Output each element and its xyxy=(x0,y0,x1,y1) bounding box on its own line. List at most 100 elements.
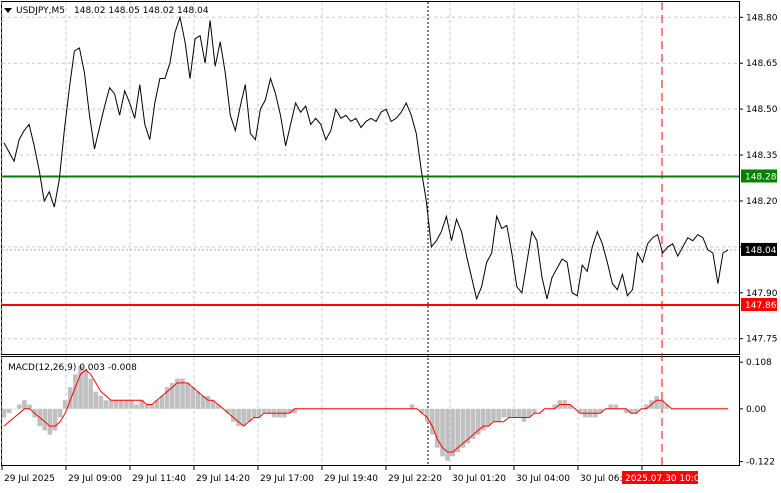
y-tick-label: 147.75 xyxy=(746,335,778,345)
y-tick-label: 0.00 xyxy=(746,405,766,415)
macd-bar xyxy=(6,408,12,414)
triangle-down-icon[interactable] xyxy=(4,8,12,13)
x-tick-label: 30 Jul 06:40 xyxy=(580,474,634,484)
macd-bar xyxy=(501,408,506,418)
macd-bar xyxy=(124,400,129,409)
level-price-box xyxy=(741,169,777,183)
macd-bar xyxy=(475,408,481,435)
macd-bar xyxy=(532,408,537,414)
y-tick-label: -0.122 xyxy=(746,458,775,468)
macd-bar xyxy=(175,378,180,409)
macd-bar xyxy=(27,404,32,409)
macd-bar xyxy=(292,408,297,414)
macd-bar xyxy=(170,382,175,409)
current-price-label: 148.04 xyxy=(745,246,777,256)
macd-bar xyxy=(521,408,527,422)
macd-bar xyxy=(633,408,639,414)
macd-bar xyxy=(83,370,88,409)
macd-bar xyxy=(11,408,17,410)
macd-bar xyxy=(103,400,109,409)
macd-bar xyxy=(215,404,221,409)
macd-bar xyxy=(256,408,262,418)
macd-bar xyxy=(1,408,7,418)
y-tick-label: 147.90 xyxy=(746,289,778,299)
macd-bar xyxy=(98,395,104,409)
macd-bar xyxy=(57,408,63,418)
macd-bar xyxy=(190,387,195,409)
macd-bar xyxy=(460,408,466,448)
macd-bar xyxy=(537,408,542,410)
y-tick-label: 148.65 xyxy=(746,59,778,69)
current-price-box xyxy=(741,242,777,256)
y-tick-label: 148.20 xyxy=(746,197,778,207)
x-tick-label: 29 Jul 19:40 xyxy=(324,474,378,484)
macd-bar xyxy=(440,408,445,457)
macd-bar xyxy=(78,365,83,409)
macd-bar xyxy=(68,387,73,409)
macd-title: MACD(12,26,9) 0.003 -0.008 xyxy=(8,363,137,373)
macd-bar xyxy=(144,404,150,409)
macd-signal-line xyxy=(3,369,728,453)
macd-bar xyxy=(664,404,670,409)
macd-bar xyxy=(516,408,522,418)
level-price-label: 147.86 xyxy=(745,301,777,311)
grid-main xyxy=(1,2,739,354)
macd-bar xyxy=(47,408,53,435)
macd-bar xyxy=(210,400,216,409)
x-tick-label: 29 Jul 14:20 xyxy=(196,474,250,484)
macd-bar xyxy=(506,408,512,418)
macd-bar xyxy=(435,408,440,448)
macd-bar xyxy=(445,408,450,461)
symbol-label: USDJPY,M5 xyxy=(16,6,65,16)
macd-bar xyxy=(159,395,165,409)
macd-bar xyxy=(231,408,236,422)
macd-bar xyxy=(52,408,58,431)
x-tick-label: 29 Jul 11:40 xyxy=(132,474,186,484)
macd-bar xyxy=(430,408,435,435)
macd-bar xyxy=(496,408,501,422)
x-tick-label: 29 Jul 17:00 xyxy=(260,474,314,484)
macd-bar xyxy=(93,391,99,409)
macd-bar xyxy=(134,404,139,409)
macd-bar xyxy=(119,400,124,409)
macd-bar xyxy=(17,404,22,409)
macd-bar xyxy=(149,404,155,409)
x-tick-label: 29 Jul 09:00 xyxy=(68,474,122,484)
macd-bar xyxy=(200,395,206,409)
macd-bar xyxy=(455,408,461,452)
cursor-time-label: 2025.07.30 10:05 xyxy=(625,474,705,484)
macd-bar xyxy=(185,382,190,409)
macd-bar xyxy=(577,408,583,414)
macd-bar xyxy=(261,408,267,414)
level-price-label: 148.28 xyxy=(745,172,777,182)
macd-bar xyxy=(108,400,114,409)
macd-bar xyxy=(113,400,119,409)
macd-bar xyxy=(598,408,603,414)
macd-bar xyxy=(613,404,619,409)
macd-bar xyxy=(608,404,613,409)
macd-bar xyxy=(73,374,78,409)
macd-bar xyxy=(567,404,573,409)
x-tick-label: 30 Jul 01:20 xyxy=(452,474,506,484)
y-tick-label: 148.35 xyxy=(746,151,778,161)
macd-bar xyxy=(526,408,532,418)
macd-bar xyxy=(129,400,134,409)
y-tick-label: 148.80 xyxy=(746,13,778,23)
ohlc-label: 148.02 148.05 148.02 148.04 xyxy=(74,6,209,16)
macd-bar xyxy=(88,378,93,409)
macd-bar xyxy=(419,408,425,414)
macd-bar xyxy=(251,408,257,418)
macd-bar xyxy=(164,387,170,409)
macd-bar xyxy=(236,408,241,427)
main-chart-frame[interactable] xyxy=(1,1,740,355)
y-tick-label: 148.50 xyxy=(746,105,778,115)
macd-bar xyxy=(139,400,144,409)
macd-bar xyxy=(409,404,415,409)
macd-bar xyxy=(659,400,664,409)
macd-bar xyxy=(287,408,292,414)
macd-bar xyxy=(180,378,185,409)
macd-bar xyxy=(424,408,430,422)
y-tick-label: 0.108 xyxy=(746,358,772,368)
cursor-time-box xyxy=(622,471,698,484)
